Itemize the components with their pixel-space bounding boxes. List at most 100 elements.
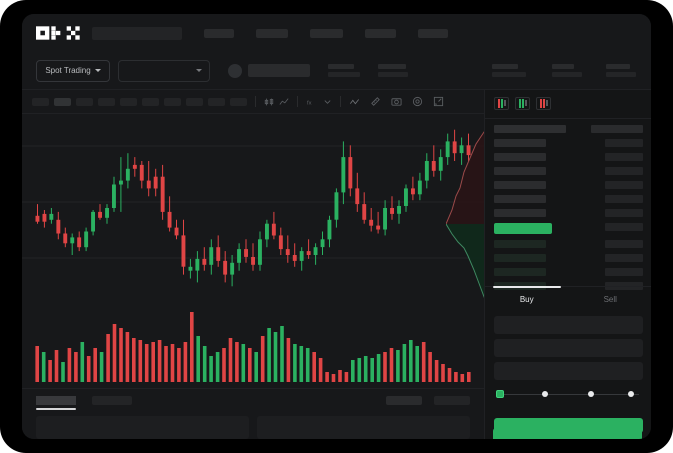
table-row[interactable] (494, 254, 643, 262)
book-price (494, 268, 546, 276)
table-row[interactable] (494, 153, 643, 161)
table-row[interactable] (494, 209, 643, 217)
line-chart-icon[interactable] (279, 97, 289, 107)
book-price (494, 139, 546, 147)
timeframe-7[interactable] (164, 97, 181, 106)
trend-icon[interactable] (349, 97, 360, 107)
trading-mode-select[interactable]: Spot Trading (36, 59, 110, 82)
bottom-tab-active-underline (36, 408, 76, 410)
chart-gridlines (22, 145, 484, 259)
table-row[interactable] (494, 181, 643, 189)
chart-column: fx (22, 90, 498, 439)
bottom-panel-2[interactable] (257, 416, 470, 439)
nav-item-5[interactable] (418, 28, 448, 38)
fullscreen-icon[interactable] (433, 96, 444, 107)
slider-stop-25[interactable] (542, 391, 548, 397)
main-area: fx (22, 90, 651, 439)
ruler-icon[interactable] (370, 96, 381, 107)
nav-item-4[interactable] (365, 28, 396, 38)
chevron-down-icon[interactable] (323, 97, 332, 106)
candlestick-chart[interactable] (22, 114, 484, 302)
book-amount (605, 195, 643, 203)
stat-label (492, 64, 518, 69)
book-amount (605, 209, 643, 217)
table-row-highlighted[interactable] (494, 223, 643, 234)
table-row[interactable] (494, 139, 643, 147)
book-price (494, 195, 546, 203)
book-price (494, 254, 546, 262)
bottom-panel-1[interactable] (36, 416, 249, 439)
table-row[interactable] (494, 167, 643, 175)
timeframe-9[interactable] (208, 97, 225, 106)
book-amount (605, 153, 643, 161)
order-book-modes (485, 90, 651, 116)
tab-buy[interactable]: Buy (485, 286, 569, 311)
pair-avatar (228, 63, 242, 78)
stat-label (552, 64, 574, 69)
timeframe-1[interactable] (32, 97, 49, 106)
timeframe-3[interactable] (76, 97, 93, 106)
bottom-tab-2[interactable] (92, 396, 132, 405)
book-price (494, 240, 546, 248)
stat-value (606, 72, 636, 77)
book-amount (591, 125, 643, 133)
book-amount (605, 240, 643, 248)
nav-item-1[interactable] (204, 28, 234, 38)
timeframe-2[interactable] (54, 97, 71, 106)
volume-chart[interactable] (22, 302, 484, 382)
ticker-stat-4 (552, 64, 582, 77)
slider-track (498, 394, 639, 395)
app-screen: Spot Trading (22, 14, 651, 439)
cta-strip (484, 428, 651, 439)
indicators-icon[interactable]: fx (306, 97, 318, 107)
total-input[interactable] (494, 362, 643, 380)
buy-sell-tabs: Buy Sell (485, 286, 651, 311)
slider-stop-50[interactable] (588, 391, 594, 397)
timeframe-5[interactable] (120, 97, 137, 106)
book-price (494, 167, 546, 175)
table-row[interactable] (494, 268, 643, 276)
nav-item-3[interactable] (310, 28, 343, 38)
chevron-down-icon (94, 69, 101, 72)
bottom-action-1[interactable] (386, 396, 422, 405)
book-price (494, 209, 546, 217)
timeframe-6[interactable] (142, 97, 159, 106)
slider-handle[interactable] (496, 390, 504, 398)
ticker-bar: Spot Trading (22, 52, 651, 90)
table-row[interactable] (494, 240, 643, 248)
timeframe-4[interactable] (98, 97, 115, 106)
pair-select[interactable] (118, 59, 210, 82)
settings-icon[interactable] (412, 96, 423, 107)
amount-slider[interactable] (496, 389, 641, 401)
ticker-stat-1 (328, 64, 360, 77)
candlestick-icon[interactable] (264, 97, 274, 107)
price-input[interactable] (494, 316, 643, 334)
svg-text:fx: fx (307, 100, 312, 106)
order-book-rows[interactable] (485, 118, 651, 290)
slider-stop-75[interactable] (628, 391, 634, 397)
book-asks-icon[interactable] (536, 96, 551, 110)
primary-cta-button[interactable] (493, 428, 642, 439)
camera-icon[interactable] (391, 96, 402, 107)
book-both-icon[interactable] (494, 96, 509, 110)
pair-name (248, 64, 310, 77)
search-input[interactable] (92, 26, 182, 40)
bottom-action-2[interactable] (434, 396, 470, 405)
timeframe-8[interactable] (186, 97, 203, 106)
book-amount (605, 268, 643, 276)
table-row[interactable] (494, 125, 643, 133)
book-bids-icon[interactable] (515, 96, 530, 110)
nav-item-2[interactable] (256, 28, 288, 38)
stat-value (328, 72, 360, 77)
bottom-tab-1[interactable] (36, 396, 76, 405)
timeframe-10[interactable] (230, 97, 247, 106)
book-amount (605, 139, 643, 147)
stat-label (378, 64, 406, 69)
okx-logo[interactable] (36, 26, 80, 40)
stat-value (552, 72, 582, 77)
tab-sell[interactable]: Sell (603, 294, 617, 304)
book-amount (605, 223, 643, 231)
bottom-tab-bar (22, 388, 484, 412)
amount-input[interactable] (494, 339, 643, 357)
table-row[interactable] (494, 195, 643, 203)
